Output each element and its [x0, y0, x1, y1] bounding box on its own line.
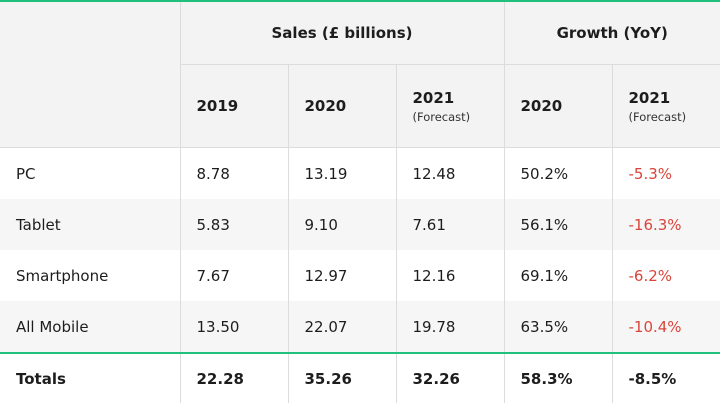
forecast-note: (Forecast)	[412, 110, 471, 124]
table-row: Smartphone 7.67 12.97 12.16 69.1% -6.2%	[0, 250, 720, 301]
column-header-sales-2020: 2020	[287, 64, 396, 148]
cell-growth-2021: -10.4%	[611, 301, 720, 353]
cell-sales-2019: 5.83	[179, 199, 288, 250]
header-group-row: Sales (£ billions) Growth (YoY)	[0, 2, 720, 65]
cell-sales-2020: 9.10	[287, 199, 396, 250]
top-accent-line	[0, 0, 720, 2]
column-header-growth-2021: 2021 (Forecast)	[611, 64, 720, 148]
header-blank-cell	[0, 2, 180, 65]
cell-sales-2021: 12.48	[395, 147, 504, 199]
total-sales-2020: 35.26	[287, 352, 396, 403]
column-header-growth-2020: 2020	[503, 64, 612, 148]
column-header-sales-2021: 2021 (Forecast)	[395, 64, 504, 148]
forecast-note: (Forecast)	[628, 110, 687, 124]
cell-sales-2020: 13.19	[287, 147, 396, 199]
cell-growth-2021: -6.2%	[611, 250, 720, 301]
cell-sales-2019: 8.78	[179, 147, 288, 199]
table-row: PC 8.78 13.19 12.48 50.2% -5.3%	[0, 147, 720, 199]
row-label: Smartphone	[16, 266, 109, 285]
row-label: Tablet	[0, 199, 180, 250]
cell-growth-2021: -5.3%	[611, 147, 720, 199]
total-growth-2021: -8.5%	[611, 352, 720, 403]
row-label: PC	[0, 147, 180, 199]
cell-growth-2020: 63.5%	[503, 301, 612, 353]
totals-label: Totals	[0, 352, 180, 403]
cell-growth-2020: 56.1%	[503, 199, 612, 250]
cell-sales-2021: 12.16	[395, 250, 504, 301]
cell-sales-2021: 7.61	[395, 199, 504, 250]
cell-sales-2020: 12.97	[287, 250, 396, 301]
cell-growth-2021: -16.3%	[611, 199, 720, 250]
column-header-sales-2019: 2019	[179, 64, 288, 148]
row-label: All Mobile	[0, 301, 180, 353]
total-sales-2019: 22.28	[179, 352, 288, 403]
cell-sales-2021: 19.78	[395, 301, 504, 353]
header-year-row: 2019 2020 2021 (Forecast) 2020 2021 (For…	[0, 64, 720, 148]
cell-sales-2019: 7.67	[179, 250, 288, 301]
cell-sales-2019: 13.50	[179, 301, 288, 353]
header-blank-cell	[0, 64, 180, 148]
total-sales-2021: 32.26	[395, 352, 504, 403]
table-row: All Mobile 13.50 22.07 19.78 63.5% -10.4…	[0, 301, 720, 353]
total-growth-2020: 58.3%	[503, 352, 612, 403]
sales-group-header: Sales (£ billions)	[179, 2, 504, 65]
cell-growth-2020: 50.2%	[503, 147, 612, 199]
table-row: Tablet 5.83 9.10 7.61 56.1% -16.3%	[0, 199, 720, 250]
totals-row: Totals 22.28 35.26 32.26 58.3% -8.5%	[0, 352, 720, 403]
cell-sales-2020: 22.07	[287, 301, 396, 353]
growth-group-header: Growth (YoY)	[503, 2, 720, 65]
cell-growth-2020: 69.1%	[503, 250, 612, 301]
